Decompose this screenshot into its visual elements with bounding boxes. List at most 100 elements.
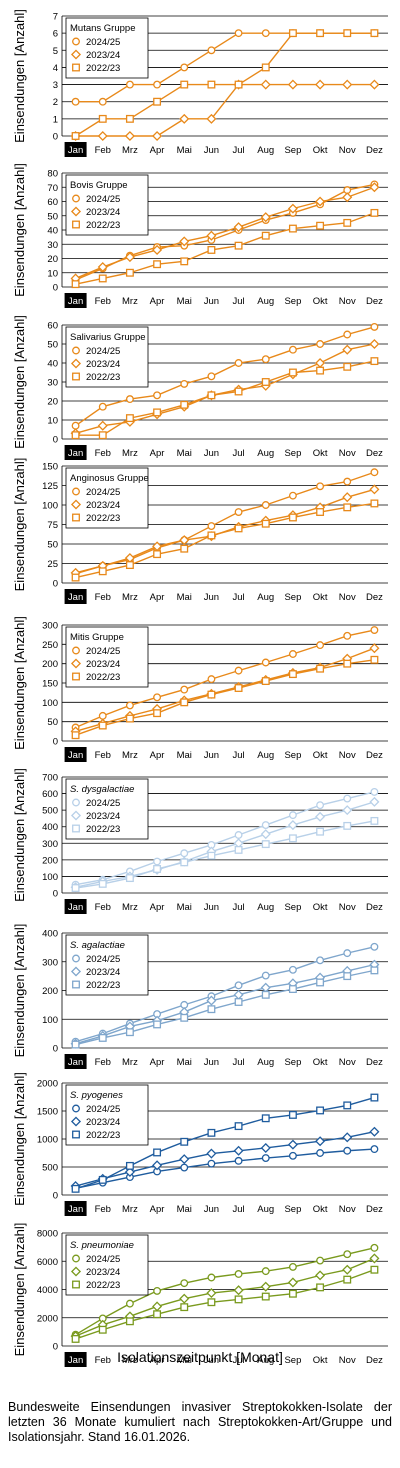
data-point bbox=[261, 29, 270, 38]
x-tick-label: Okt bbox=[313, 448, 328, 459]
x-tick-label: Mai bbox=[177, 750, 192, 761]
data-point bbox=[343, 29, 352, 38]
data-point bbox=[71, 1040, 80, 1049]
data-point bbox=[288, 1110, 297, 1119]
y-tick-label: 30 bbox=[47, 240, 58, 251]
data-point bbox=[288, 965, 297, 974]
data-point bbox=[180, 698, 189, 707]
legend-marker bbox=[70, 658, 82, 669]
x-tick-label: Feb bbox=[95, 448, 111, 459]
data-point bbox=[179, 1154, 190, 1165]
data-point bbox=[342, 805, 353, 816]
x-tick-highlight bbox=[64, 899, 87, 914]
series-line bbox=[75, 1257, 375, 1337]
data-point bbox=[260, 829, 271, 840]
data-point bbox=[180, 685, 189, 694]
y-tick-label: 200 bbox=[42, 659, 58, 670]
y-tick-label: 1500 bbox=[37, 1107, 58, 1118]
data-point bbox=[342, 79, 353, 90]
data-point bbox=[342, 1264, 353, 1275]
data-point bbox=[315, 1270, 326, 1281]
data-point bbox=[125, 1299, 134, 1308]
x-tick-label: Okt bbox=[313, 296, 328, 307]
data-point bbox=[370, 966, 379, 975]
x-tick-label: Feb bbox=[95, 145, 111, 156]
y-tick-label: 4000 bbox=[37, 1285, 58, 1296]
x-tick-label: Nov bbox=[339, 1204, 356, 1215]
data-point bbox=[316, 1256, 325, 1265]
x-tick-label: Mrz bbox=[122, 145, 138, 156]
data-point bbox=[125, 874, 134, 883]
data-point bbox=[316, 482, 325, 491]
legend-marker bbox=[70, 1266, 82, 1277]
data-point bbox=[206, 1288, 217, 1299]
data-point bbox=[233, 1145, 244, 1156]
data-point bbox=[316, 827, 325, 836]
data-point bbox=[180, 1303, 189, 1312]
data-point bbox=[125, 1161, 134, 1170]
data-point bbox=[260, 212, 271, 223]
series-line bbox=[75, 647, 375, 733]
legend-marker bbox=[72, 1280, 80, 1289]
data-point bbox=[288, 491, 297, 500]
figure-caption: Bundesweite Einsendungen invasiver Strep… bbox=[8, 1400, 392, 1444]
series-line bbox=[75, 629, 375, 729]
x-tick-label: Aug bbox=[257, 902, 274, 913]
y-tick-label: 0 bbox=[53, 132, 58, 143]
data-point bbox=[316, 29, 325, 38]
x-tick-label: Sep bbox=[284, 592, 301, 603]
y-tick-label: 50 bbox=[47, 717, 58, 728]
x-tick-label: Jan bbox=[68, 296, 83, 307]
legend-entry: 2024/25 bbox=[86, 487, 120, 498]
x-tick-highlight bbox=[64, 1054, 87, 1069]
x-tick-label: Aug bbox=[257, 145, 274, 156]
y-tick-label: 300 bbox=[42, 621, 58, 632]
data-point bbox=[370, 942, 379, 951]
data-point bbox=[180, 63, 189, 72]
data-point bbox=[369, 338, 380, 350]
y-tick-label: 20 bbox=[47, 397, 58, 408]
data-point bbox=[153, 857, 162, 866]
data-point bbox=[125, 701, 134, 710]
legend-entry: 2024/25 bbox=[86, 194, 120, 205]
data-point bbox=[288, 985, 297, 994]
legend-marker bbox=[72, 980, 80, 989]
data-point bbox=[370, 499, 379, 508]
data-point bbox=[261, 63, 270, 72]
y-tick-label: 125 bbox=[42, 481, 58, 492]
data-point bbox=[288, 224, 297, 233]
y-tick-label: 60 bbox=[47, 321, 58, 332]
x-tick-highlight bbox=[64, 747, 87, 762]
data-point bbox=[207, 522, 216, 531]
y-tick-label: 250 bbox=[42, 640, 58, 651]
y-tick-label: 200 bbox=[42, 986, 58, 997]
data-point bbox=[234, 1270, 243, 1278]
data-point bbox=[71, 731, 80, 740]
x-tick-label: Jan bbox=[68, 1204, 83, 1215]
data-point bbox=[207, 391, 216, 400]
y-tick-label: 400 bbox=[42, 929, 58, 940]
series-line bbox=[75, 471, 375, 575]
data-point bbox=[369, 484, 380, 495]
legend-entry: 2024/25 bbox=[86, 1104, 120, 1115]
data-point bbox=[316, 1149, 325, 1157]
data-point bbox=[315, 79, 326, 90]
data-point bbox=[287, 79, 298, 90]
data-point bbox=[234, 29, 243, 38]
data-point bbox=[152, 130, 163, 142]
x-tick-label: Jun bbox=[204, 902, 219, 913]
x-tick-label: Sep bbox=[284, 1204, 301, 1215]
legend-marker bbox=[72, 1130, 80, 1139]
data-point bbox=[71, 431, 80, 440]
x-tick-label: Apr bbox=[150, 448, 165, 459]
data-point bbox=[125, 395, 134, 404]
legend-marker bbox=[72, 513, 80, 522]
x-tick-label: Mai bbox=[177, 296, 192, 307]
x-tick-label: Jan bbox=[68, 902, 83, 913]
y-axis-title: Einsendungen [Anzahl] bbox=[12, 616, 27, 750]
data-point bbox=[315, 196, 326, 207]
x-tick-label: Feb bbox=[95, 296, 111, 307]
legend-marker bbox=[72, 1104, 80, 1113]
x-tick-label: Dez bbox=[366, 1057, 383, 1068]
data-point bbox=[316, 1283, 325, 1292]
